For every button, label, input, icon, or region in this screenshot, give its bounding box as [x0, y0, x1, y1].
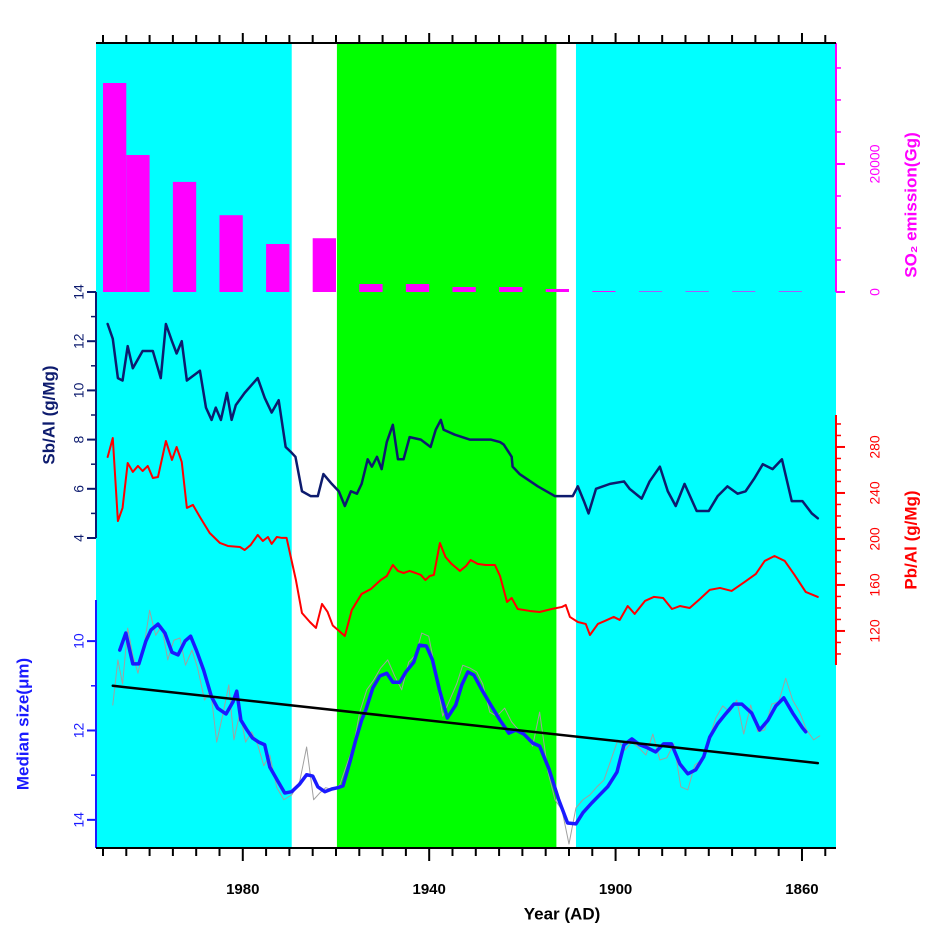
- axes-layer: 0 20000 SO₂ emission(Gg) 4 6 8 10 12 14 Sb/Al (g/…: [13, 33, 920, 923]
- bar: [545, 288, 569, 292]
- data-line: [112, 609, 821, 845]
- y-tick-label: 8: [71, 435, 87, 443]
- y-tick-label: 200: [867, 527, 883, 551]
- bar: [266, 243, 290, 292]
- bar: [732, 291, 756, 292]
- x-axis-title: Year (AD): [524, 904, 601, 923]
- y-tick-label: 10: [71, 633, 87, 649]
- bar: [685, 291, 709, 292]
- bar: [499, 287, 523, 292]
- x-tick-label: 1860: [785, 881, 818, 898]
- y-tick-label: 14: [71, 812, 87, 828]
- y-tick-label: 12: [71, 722, 87, 738]
- y-axis-title: Sb/Al (g/Mg): [39, 365, 58, 464]
- x-tick-label: 1940: [412, 881, 445, 898]
- bar: [592, 291, 616, 292]
- background-layer: [96, 43, 836, 848]
- y-tick-label: 160: [867, 573, 883, 597]
- bar: [126, 155, 150, 292]
- y-tick-label: 0: [867, 288, 883, 296]
- data-line: [106, 437, 819, 638]
- y-tick-label: 240: [867, 481, 883, 505]
- y-tick-label: 10: [71, 382, 87, 398]
- x-tick-label: 1980: [226, 881, 259, 898]
- y-tick-label: 14: [71, 284, 87, 300]
- data-line: [106, 322, 820, 520]
- bar: [359, 283, 383, 292]
- y-axis-title: Median size(μm): [13, 658, 32, 790]
- data-layer: [102, 83, 821, 845]
- y-tick-label: 4: [71, 534, 87, 542]
- data-line: [111, 684, 820, 765]
- bar: [102, 83, 127, 292]
- y-tick-label: 20000: [867, 144, 883, 183]
- period-shading: [336, 43, 557, 848]
- y-tick-label: 12: [71, 333, 87, 349]
- y-tick-label: 120: [867, 619, 883, 643]
- x-tick-label: 1900: [599, 881, 632, 898]
- bar: [778, 291, 802, 292]
- y-tick-label: 6: [71, 485, 87, 493]
- period-shading: [575, 43, 836, 848]
- y-tick-label: 280: [867, 435, 883, 459]
- y-axis-title: Pb/Al (g/Mg): [901, 490, 920, 589]
- data-line: [118, 622, 808, 826]
- bar: [312, 238, 336, 292]
- y-axis-title: SO₂ emission(Gg): [901, 132, 920, 277]
- bar: [172, 181, 197, 292]
- bar: [405, 283, 430, 292]
- bar: [219, 215, 243, 292]
- bar: [638, 291, 663, 292]
- bar: [452, 287, 476, 292]
